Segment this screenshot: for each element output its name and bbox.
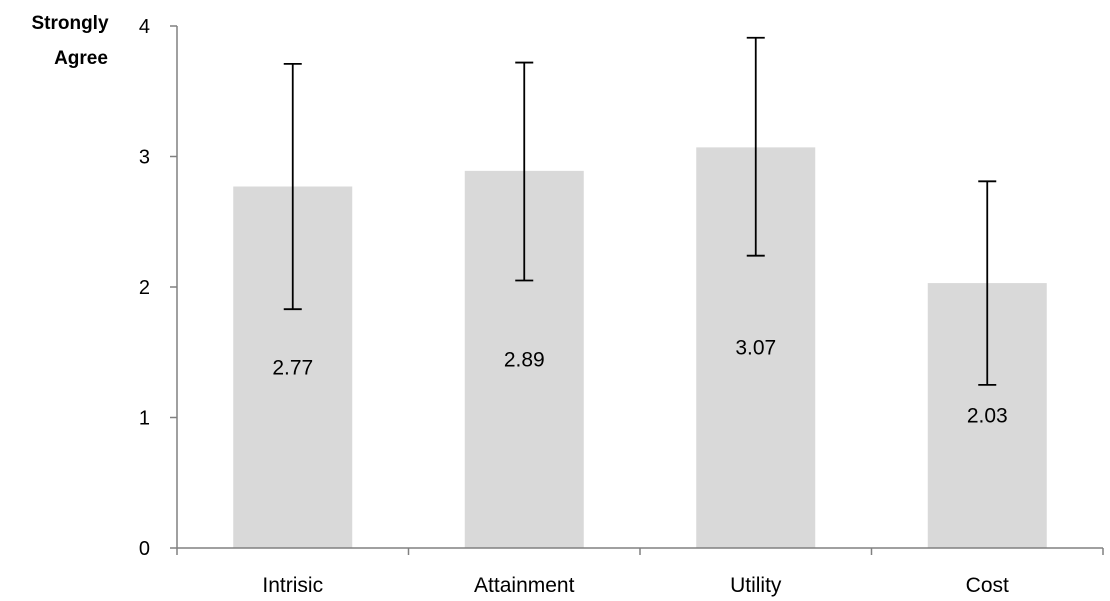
x-category-label: Utility (730, 574, 782, 597)
y-tick-label: 4 (139, 16, 150, 38)
error-bar-utility (746, 36, 765, 257)
data-label: 2.03 (967, 405, 1008, 428)
y-tick-label: 3 (139, 147, 150, 169)
data-label: 3.07 (735, 337, 776, 360)
data-label: 2.89 (504, 348, 545, 371)
x-category-label: Cost (966, 574, 1009, 597)
error-bar-intrisic (283, 62, 302, 311)
axes-layer (170, 25, 1104, 555)
labels-layer: 0 1 2 3 4 Intrisic Attainment Utility Cost 2.77 2.… (139, 16, 1009, 597)
bars-layer (233, 147, 1047, 548)
error-bars-layer (283, 36, 997, 386)
error-bar-attainment (515, 61, 534, 282)
y-axis-title-line-2: Agree (54, 48, 108, 69)
y-tick-label: 2 (139, 277, 150, 299)
data-label: 2.77 (272, 356, 313, 379)
x-category-label: Attainment (474, 574, 575, 597)
y-tick-label: 0 (139, 538, 150, 560)
error-bar-cost (978, 180, 997, 386)
x-category-label: Intrisic (262, 574, 323, 597)
y-axis-title-line-1: Strongly (31, 13, 108, 34)
y-tick-label: 1 (139, 408, 150, 430)
